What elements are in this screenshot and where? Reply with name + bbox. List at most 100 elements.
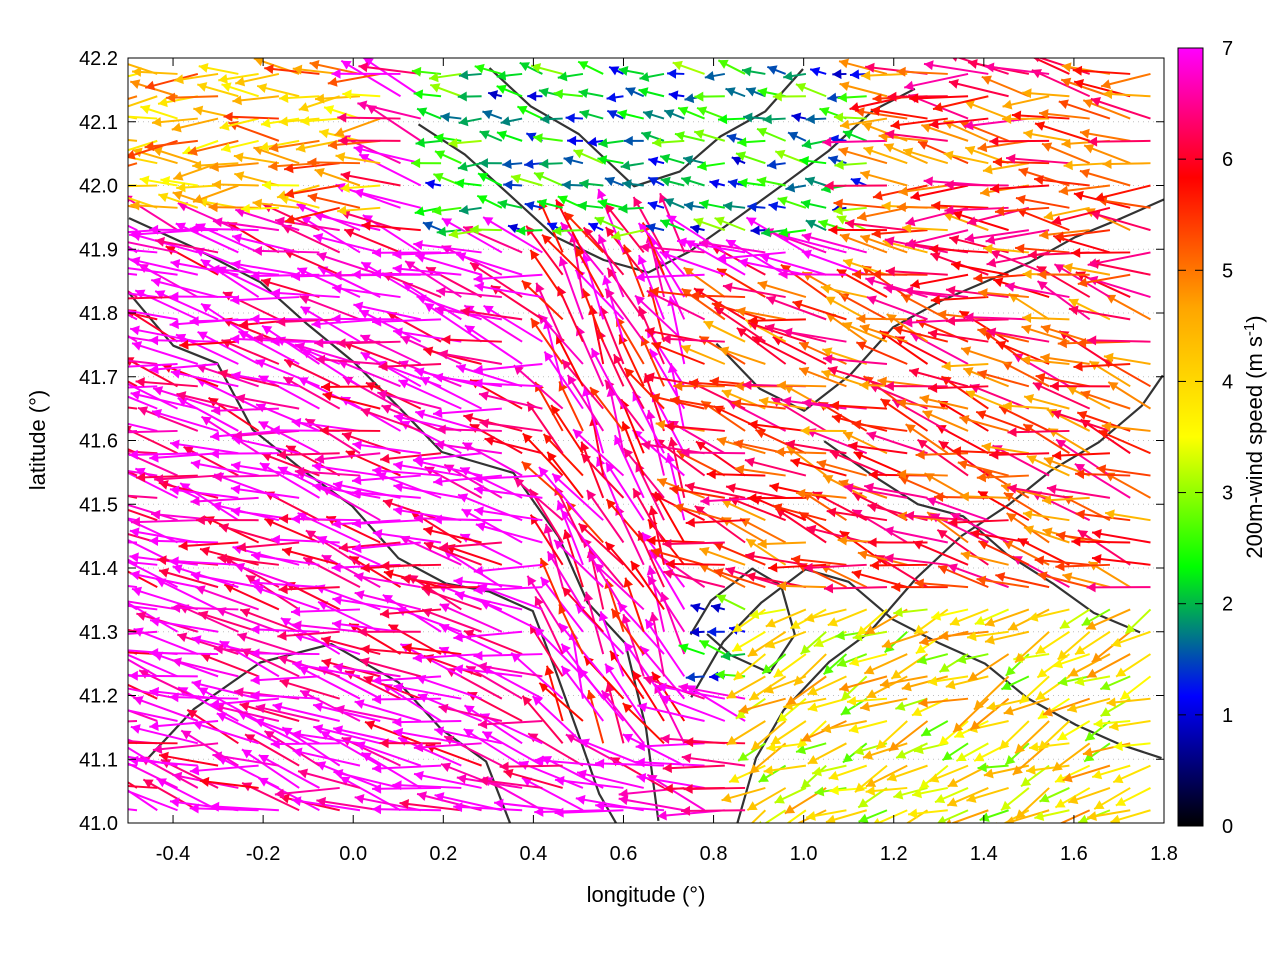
wind-vector <box>908 367 969 388</box>
wind-vector <box>152 146 199 165</box>
wind-vector <box>838 58 888 75</box>
wind-vector <box>1084 720 1111 742</box>
wind-vector <box>1086 653 1131 679</box>
wind-vector <box>851 419 908 432</box>
x-tick-label: 1.4 <box>970 843 998 865</box>
wind-vector <box>921 123 969 142</box>
wind-vector <box>189 803 259 814</box>
wind-vector <box>731 156 746 166</box>
wind-vector <box>128 162 138 167</box>
wind-vector <box>422 221 442 232</box>
wind-vector <box>776 380 827 391</box>
wind-vector <box>160 176 198 187</box>
colorbar-tick-label: 1 <box>1222 705 1233 727</box>
wind-vector <box>795 488 847 499</box>
wind-vector <box>128 156 158 165</box>
wind-vector <box>716 251 786 264</box>
wind-vector <box>199 776 259 789</box>
wind-vector <box>392 717 462 728</box>
wind-vector <box>725 87 746 98</box>
wind-vector <box>698 639 726 655</box>
wind-vector <box>715 594 746 611</box>
wind-vector <box>474 63 503 75</box>
wind-vector <box>875 720 908 751</box>
wind-vector <box>750 809 767 823</box>
wind-vector <box>964 312 1029 323</box>
wind-vector <box>913 742 949 755</box>
wind-vector <box>252 198 300 209</box>
wind-vector <box>524 200 543 211</box>
wind-vector <box>931 200 989 211</box>
wind-vector <box>128 597 179 633</box>
wind-vector <box>150 509 219 522</box>
wind-vector <box>297 768 361 789</box>
wind-vector <box>645 409 665 476</box>
wind-vector <box>667 296 686 365</box>
wind-vector <box>904 229 969 249</box>
wind-vector <box>617 109 644 120</box>
wind-vector <box>189 764 259 776</box>
wind-vector <box>1014 243 1070 254</box>
wind-vector <box>669 484 725 499</box>
wind-vector <box>477 172 503 187</box>
wind-vector <box>891 582 948 593</box>
wind-vector <box>1063 160 1111 171</box>
wind-vector <box>731 630 766 653</box>
wind-vector <box>977 762 1009 773</box>
wind-vector <box>605 461 645 521</box>
wind-vector <box>1068 305 1131 321</box>
wind-vector <box>358 153 422 187</box>
wind-vector <box>1011 110 1070 121</box>
wind-vector <box>316 796 381 812</box>
wind-vector <box>533 133 563 144</box>
wind-vector <box>800 764 827 790</box>
wind-vector <box>372 804 442 815</box>
wind-vector <box>392 249 462 260</box>
wind-vector <box>1004 742 1030 766</box>
wind-vector <box>593 562 645 611</box>
wind-vector <box>580 441 605 499</box>
wind-vector <box>747 630 787 658</box>
wind-vector <box>431 205 462 216</box>
wind-vector <box>378 361 442 372</box>
wind-vector <box>805 114 827 125</box>
wind-vector <box>333 662 401 678</box>
wind-vector <box>681 805 746 816</box>
wind-vector <box>610 608 645 655</box>
wind-vector <box>372 528 442 544</box>
wind-vector <box>1102 158 1151 169</box>
wind-vector <box>681 753 746 767</box>
wind-vector <box>534 381 564 432</box>
wind-vector <box>478 391 543 410</box>
wind-vector <box>133 696 199 722</box>
wind-vector <box>697 160 725 171</box>
wind-vector <box>681 287 726 321</box>
wind-vector <box>351 474 421 486</box>
wind-vector <box>158 568 219 589</box>
wind-vector <box>319 730 381 767</box>
wind-vector <box>586 689 605 744</box>
wind-vector <box>175 222 239 254</box>
wind-vector <box>128 95 138 101</box>
wind-vector <box>800 630 827 655</box>
wind-vector <box>796 720 827 749</box>
wind-vector <box>866 295 928 321</box>
wind-vector <box>1077 529 1131 566</box>
wind-vector <box>786 809 807 823</box>
wind-vector <box>483 304 543 343</box>
wind-vector <box>307 192 361 209</box>
wind-vector <box>302 556 361 589</box>
wind-vector <box>1041 142 1091 165</box>
wind-vector <box>128 422 158 432</box>
wind-vector <box>1051 409 1111 432</box>
wind-vector <box>337 205 381 216</box>
wind-vector <box>783 71 807 81</box>
wind-vector <box>948 517 1009 528</box>
terrain-contour-line <box>488 67 804 188</box>
wind-vector <box>200 258 260 298</box>
wind-vector <box>960 346 1009 365</box>
wind-vector <box>130 390 199 410</box>
wind-vector <box>128 267 178 276</box>
axis-ticks: -0.4 -0.2 0.0 0.2 0.4 0.6 0.8 1.0 1.2 1.4 1.6 1.8 41… <box>79 48 1178 865</box>
wind-vector <box>479 130 503 142</box>
